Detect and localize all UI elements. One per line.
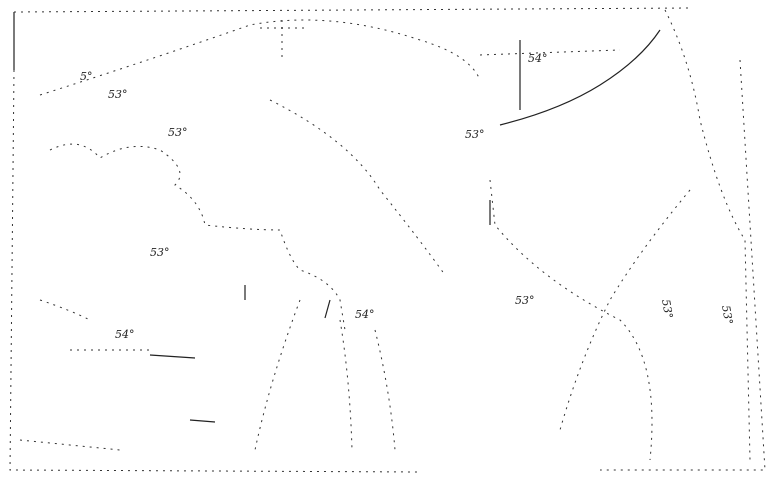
map-label: 53° [515, 294, 535, 307]
background [0, 0, 771, 483]
map-label: 54° [528, 52, 548, 65]
map-label: 53° [168, 126, 188, 139]
page: 5°53°53°53°54°54°53°53°54°53°53° (() => … [0, 0, 771, 483]
map-label: 53° [465, 128, 485, 141]
map-label: 53° [108, 88, 128, 101]
map-label: 53° [150, 246, 170, 259]
map-label: 5° [80, 70, 93, 83]
map-sketch: 5°53°53°53°54°54°53°53°54°53°53° [0, 0, 771, 483]
map-label: 54° [355, 308, 375, 321]
map-label: 54° [115, 328, 135, 341]
